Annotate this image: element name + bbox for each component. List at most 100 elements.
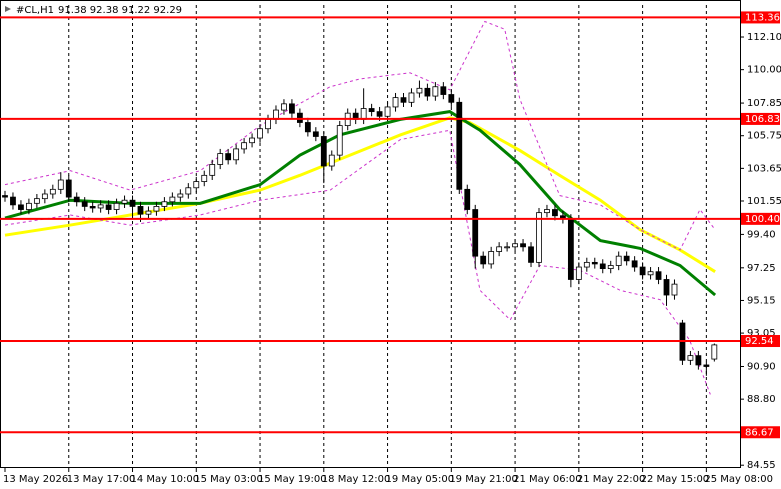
candle-body [177, 193, 184, 198]
candle-body [480, 255, 487, 265]
candle-body [201, 174, 208, 182]
y-tick-label: 90.90 [747, 362, 776, 373]
candle-body [145, 210, 152, 215]
candle-body [73, 196, 80, 203]
level-label: 86.67 [745, 427, 774, 438]
candle-body [225, 153, 232, 161]
y-tick-label: 112.10 [747, 32, 781, 43]
ohlc-text: 91.38 92.38 91.22 92.29 [58, 5, 182, 16]
indicator-line [4, 129, 711, 395]
candle-body [408, 92, 415, 103]
y-tick-label: 107.85 [747, 98, 781, 109]
candle-body [591, 261, 598, 265]
candle-body [304, 122, 311, 133]
candle-body [105, 204, 112, 210]
candle-body [129, 199, 136, 207]
y-tick-label: 99.40 [747, 229, 776, 240]
candle-body [464, 188, 471, 210]
candle-body [695, 355, 702, 366]
header-icon [5, 6, 11, 12]
y-tick-label: 97.25 [747, 263, 776, 274]
candle-body [328, 154, 335, 167]
candle-body [575, 266, 582, 280]
candle-body [153, 206, 160, 212]
candle-body [687, 355, 694, 361]
candle-body [567, 218, 574, 280]
candle-body [711, 344, 718, 360]
level-label: 106.83 [745, 114, 780, 125]
candle-body [599, 263, 606, 269]
candle-body [336, 125, 343, 156]
y-tick-label: 95.15 [747, 295, 776, 306]
level-label-box [741, 11, 780, 24]
candle-body [33, 198, 40, 204]
candle-body [41, 193, 48, 200]
candle-body [65, 179, 72, 198]
candle-body [241, 142, 248, 150]
y-tick-label: 110.00 [747, 65, 781, 76]
candle-body [209, 164, 216, 176]
candle-body [528, 246, 534, 263]
candle-body [647, 271, 654, 276]
candle-body [281, 103, 287, 111]
candle-body [639, 266, 646, 276]
level-label-box [741, 426, 780, 439]
candle-body [440, 86, 447, 95]
candle-body [496, 246, 503, 252]
x-tick-label: 15 May 03:00 [194, 474, 263, 485]
x-tick-label: 18 May 12:00 [322, 474, 391, 485]
y-tick-label: 105.75 [747, 131, 781, 142]
candle-body [137, 206, 144, 215]
candle-body [296, 112, 303, 123]
candle-body [18, 204, 24, 210]
y-tick-label: 93.05 [747, 328, 776, 339]
candle-body [97, 204, 104, 209]
indicator-line [4, 116, 716, 273]
candle-body [249, 137, 255, 144]
y-tick-label: 88.80 [747, 394, 776, 405]
candle-body [400, 97, 407, 103]
plot-frame [0, 0, 741, 468]
x-tick-label: 21 May 06:00 [513, 474, 582, 485]
candle-body [217, 153, 224, 165]
candle-body [655, 271, 662, 280]
candle-body [185, 187, 192, 195]
level-label: 100.40 [745, 214, 780, 225]
candle-body [2, 195, 8, 198]
y-tick-label: 101.55 [747, 196, 781, 207]
candle-body [607, 265, 614, 269]
candle-body [544, 209, 550, 214]
candle-body [432, 86, 439, 97]
candle-body [416, 87, 423, 94]
x-tick-label: 19 May 05:00 [386, 474, 455, 485]
x-tick-label: 22 May 15:00 [641, 474, 710, 485]
candle-body [703, 364, 710, 367]
y-tick-label: 84.55 [747, 460, 776, 471]
candle-body [265, 118, 271, 130]
x-tick-label: 13 May 17:00 [67, 474, 136, 485]
candle-body [583, 261, 590, 268]
candle-body [392, 97, 399, 108]
symbol: #CL,H1 [16, 5, 54, 16]
candle-body [424, 87, 431, 97]
candle-body [169, 196, 176, 203]
candle-body [57, 179, 64, 190]
candle-body [448, 94, 455, 103]
level-label-box [741, 335, 780, 348]
candle-body [360, 108, 367, 120]
level-label-box [741, 212, 780, 225]
y-tick-label: 103.65 [747, 163, 781, 174]
candle-body [10, 196, 16, 206]
candle-body [257, 128, 263, 139]
candle-body [623, 255, 630, 262]
candle-body [520, 243, 526, 248]
candle-body [320, 136, 327, 167]
candle-body [488, 251, 495, 265]
candle-body [312, 131, 319, 137]
level-label: 92.54 [745, 336, 774, 347]
candle-body [26, 202, 32, 210]
candle-body [631, 260, 638, 268]
candle-body [512, 243, 518, 248]
candle-body [161, 201, 168, 207]
